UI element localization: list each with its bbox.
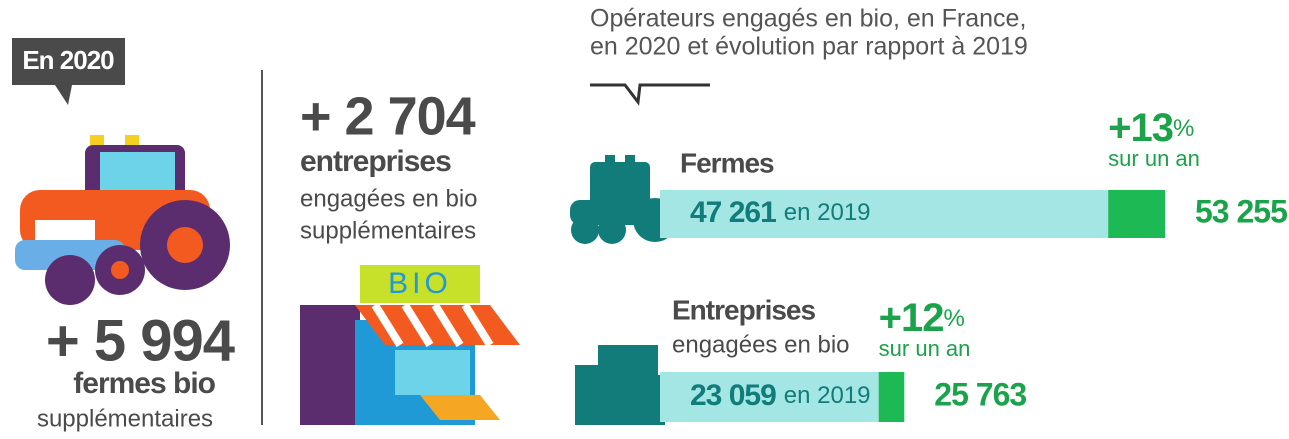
value-2019-suffix: en 2019 <box>784 199 871 226</box>
title-pointer <box>590 85 710 102</box>
farms-increase: + 5 994 <box>46 308 235 373</box>
value-2019-suffix: en 2019 <box>784 382 871 409</box>
bar-growth <box>879 372 905 422</box>
companies-sub: supplémentaires <box>300 217 476 244</box>
value-2019-number: 23 059 <box>690 379 776 412</box>
farms-label: fermes bio <box>73 367 215 400</box>
row-name: Fermes <box>680 147 774 178</box>
chart-title: Opérateurs engagés en bio, en France, <box>590 5 1026 33</box>
change-unit: % <box>1173 115 1194 142</box>
shop-sign: BIO <box>388 267 452 300</box>
value-2020: 25 763 <box>934 376 1026 412</box>
change: +13% <box>1108 106 1194 150</box>
change-unit: % <box>944 305 965 332</box>
change-caption: sur un an <box>879 336 971 361</box>
value-2020: 53 255 <box>1195 193 1287 229</box>
farms-sub: supplémentaires <box>37 405 213 432</box>
companies-increase: + 2 704 <box>300 86 476 146</box>
badge-text: En 2020 <box>22 45 114 75</box>
change-value: +13 <box>1108 106 1173 150</box>
companies-label: entreprises <box>300 145 451 178</box>
tractor-icon <box>15 135 230 305</box>
bar-growth <box>1108 190 1165 238</box>
row-subtitle: engagées en bio <box>672 331 850 358</box>
infographic: En 2020 + 5 994 fermes bio supplémentair… <box>0 0 1289 439</box>
chart-title: en 2020 et évolution par rapport à 2019 <box>590 33 1028 61</box>
shop-silhouette <box>575 345 665 425</box>
companies-sub: engagées en bio <box>300 185 478 212</box>
row-name: Entreprises <box>672 294 815 325</box>
change-value: +12 <box>879 296 944 340</box>
value-2019-number: 47 261 <box>690 196 776 229</box>
change: +12% <box>879 296 965 340</box>
change-caption: sur un an <box>1108 146 1200 171</box>
